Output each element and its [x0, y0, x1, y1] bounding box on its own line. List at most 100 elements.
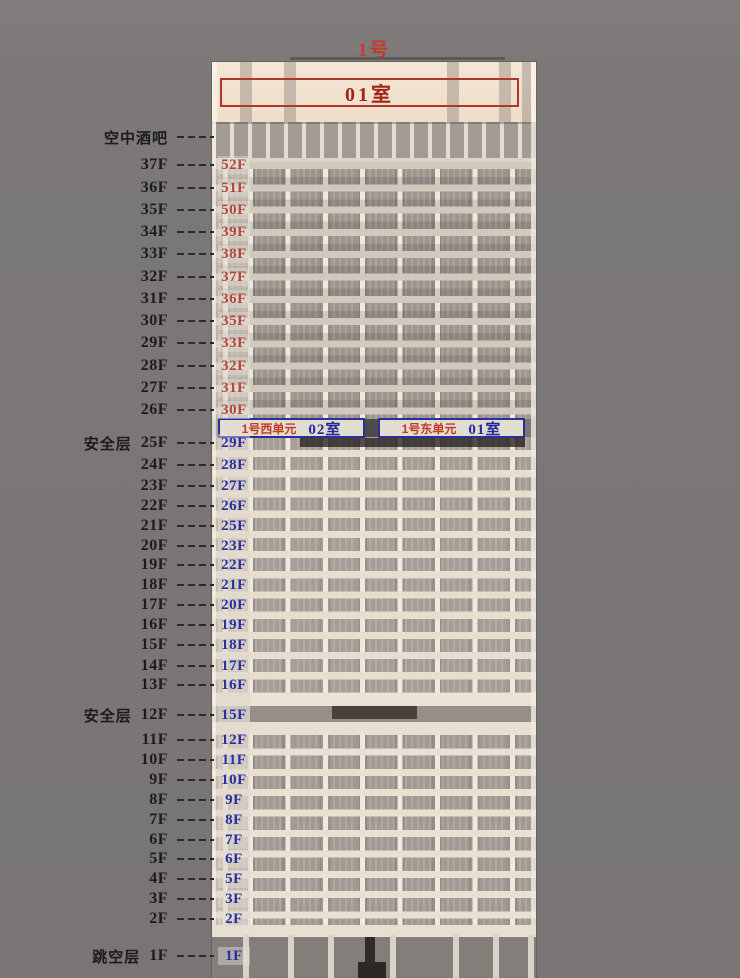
sale-floor-label: 21F [218, 576, 250, 594]
sale-floor-label: 19F [218, 616, 250, 634]
physical-floor-label: 18F [140, 576, 168, 593]
physical-floor-label: 12F [140, 706, 168, 723]
physical-floor-label: 34F [140, 223, 168, 240]
east-unit-header-box: 1号东单元 01室 [378, 418, 525, 438]
sale-floor-label: 3F [218, 890, 250, 908]
sale-floor-label: 17F [218, 657, 250, 675]
slab-band [212, 693, 536, 706]
building-left-edge [212, 122, 216, 925]
physical-floor-label: 3F [149, 890, 168, 907]
leader-dashes [177, 584, 214, 586]
floor-row: 15F [0, 635, 214, 655]
physical-floor-label: 15F [140, 636, 168, 653]
ground-pillar [453, 935, 459, 978]
zone-label: 空中酒吧 [103, 130, 168, 147]
leader-dashes [177, 564, 214, 566]
sale-floor-label: 30F [218, 401, 250, 419]
sale-floor-label: 1F [218, 947, 250, 965]
leader-dashes [177, 779, 214, 781]
floor-row: 17F [0, 595, 214, 615]
physical-floor-label: 19F [140, 556, 168, 573]
crown-right-edge [531, 62, 536, 122]
physical-floor-label: 24F [140, 456, 168, 473]
floor-row: 11F [0, 730, 214, 750]
sale-floor-label: 26F [218, 497, 250, 515]
floor-row: 26F [0, 400, 214, 420]
physical-floor-label: 29F [140, 334, 168, 351]
sale-floor-label: 11F [218, 751, 250, 769]
building-render: 01室 [212, 62, 536, 978]
sale-floor-label: 51F [218, 179, 250, 197]
sale-floor-label: 25F [218, 517, 250, 535]
floor-row: 37F [0, 155, 214, 175]
physical-floor-label: 4F [149, 870, 168, 887]
mid-tower-facade [212, 437, 536, 693]
crown-pillar [499, 62, 511, 122]
physical-floor-label: 17F [140, 596, 168, 613]
sale-floor-label: 52F [218, 156, 250, 174]
sale-floor-label: 27F [218, 477, 250, 495]
floor-row: 19F [0, 555, 214, 575]
sale-floor-label: 28F [218, 456, 250, 474]
leader-dashes [177, 209, 214, 211]
sale-floor-label: 50F [218, 201, 250, 219]
sale-floor-label: 7F [218, 831, 250, 849]
sale-floor-label: 15F [218, 706, 250, 724]
leader-dashes [177, 799, 214, 801]
sale-floor-label: 9F [218, 791, 250, 809]
floor-row: 6F [0, 830, 214, 850]
physical-floor-label: 1F [149, 947, 168, 964]
floor-row: 20F [0, 536, 214, 556]
west-unit-header-box: 1号西单元 02室 [218, 418, 365, 438]
east-unit-name: 1号东单元 [401, 421, 457, 436]
physical-floor-label: 6F [149, 831, 168, 848]
physical-floor-label: 8F [149, 791, 168, 808]
sale-floor-label: 29F [218, 434, 250, 452]
floor-row: 32F [0, 267, 214, 287]
floor-row: 31F [0, 289, 214, 309]
building-right-edge [531, 122, 536, 925]
building-number-title: 1号 [357, 40, 391, 61]
zone-label: 安全层 [83, 436, 132, 453]
physical-floor-label: 20F [140, 537, 168, 554]
west-unit-room: 02室 [308, 421, 342, 438]
ground-floor [212, 925, 536, 978]
floor-row: 34F [0, 222, 214, 242]
crown-pillar [240, 62, 252, 122]
sale-floor-label: 20F [218, 596, 250, 614]
sale-floor-label: 35F [218, 312, 250, 330]
floor-row: 28F [0, 356, 214, 376]
floor-row: 5F [0, 849, 214, 869]
physical-floor-label: 30F [140, 312, 168, 329]
floor-row: 9F [0, 770, 214, 790]
leader-dashes [177, 320, 214, 322]
physical-floor-label: 7F [149, 811, 168, 828]
leader-dashes [177, 505, 214, 507]
floor-row: 23F [0, 476, 214, 496]
sale-floor-label: 16F [218, 676, 250, 694]
sale-floor-label: 5F [218, 870, 250, 888]
entrance-center-line [365, 937, 375, 978]
west-unit-name: 1号西单元 [241, 421, 297, 436]
floor-row: 空中酒吧 [0, 127, 214, 147]
unit-boxes-gap [365, 419, 378, 437]
leader-dashes [177, 409, 214, 411]
floor-row: 3F [0, 889, 214, 909]
leader-dashes [177, 231, 214, 233]
floor-row: 24F [0, 455, 214, 475]
leader-dashes [177, 136, 214, 138]
sale-floor-label: 8F [218, 811, 250, 829]
sale-floor-label: 10F [218, 771, 250, 789]
sale-floor-label: 32F [218, 357, 250, 375]
floor-row: 13F [0, 675, 214, 695]
leader-dashes [177, 714, 214, 716]
leader-dashes [177, 253, 214, 255]
floor-row: 安全层 25F [0, 433, 214, 453]
leader-dashes [177, 644, 214, 646]
ground-pillar [243, 935, 249, 978]
leader-dashes [177, 298, 214, 300]
leader-dashes [177, 898, 214, 900]
physical-floor-label: 14F [140, 657, 168, 674]
physical-floor-label: 31F [140, 290, 168, 307]
